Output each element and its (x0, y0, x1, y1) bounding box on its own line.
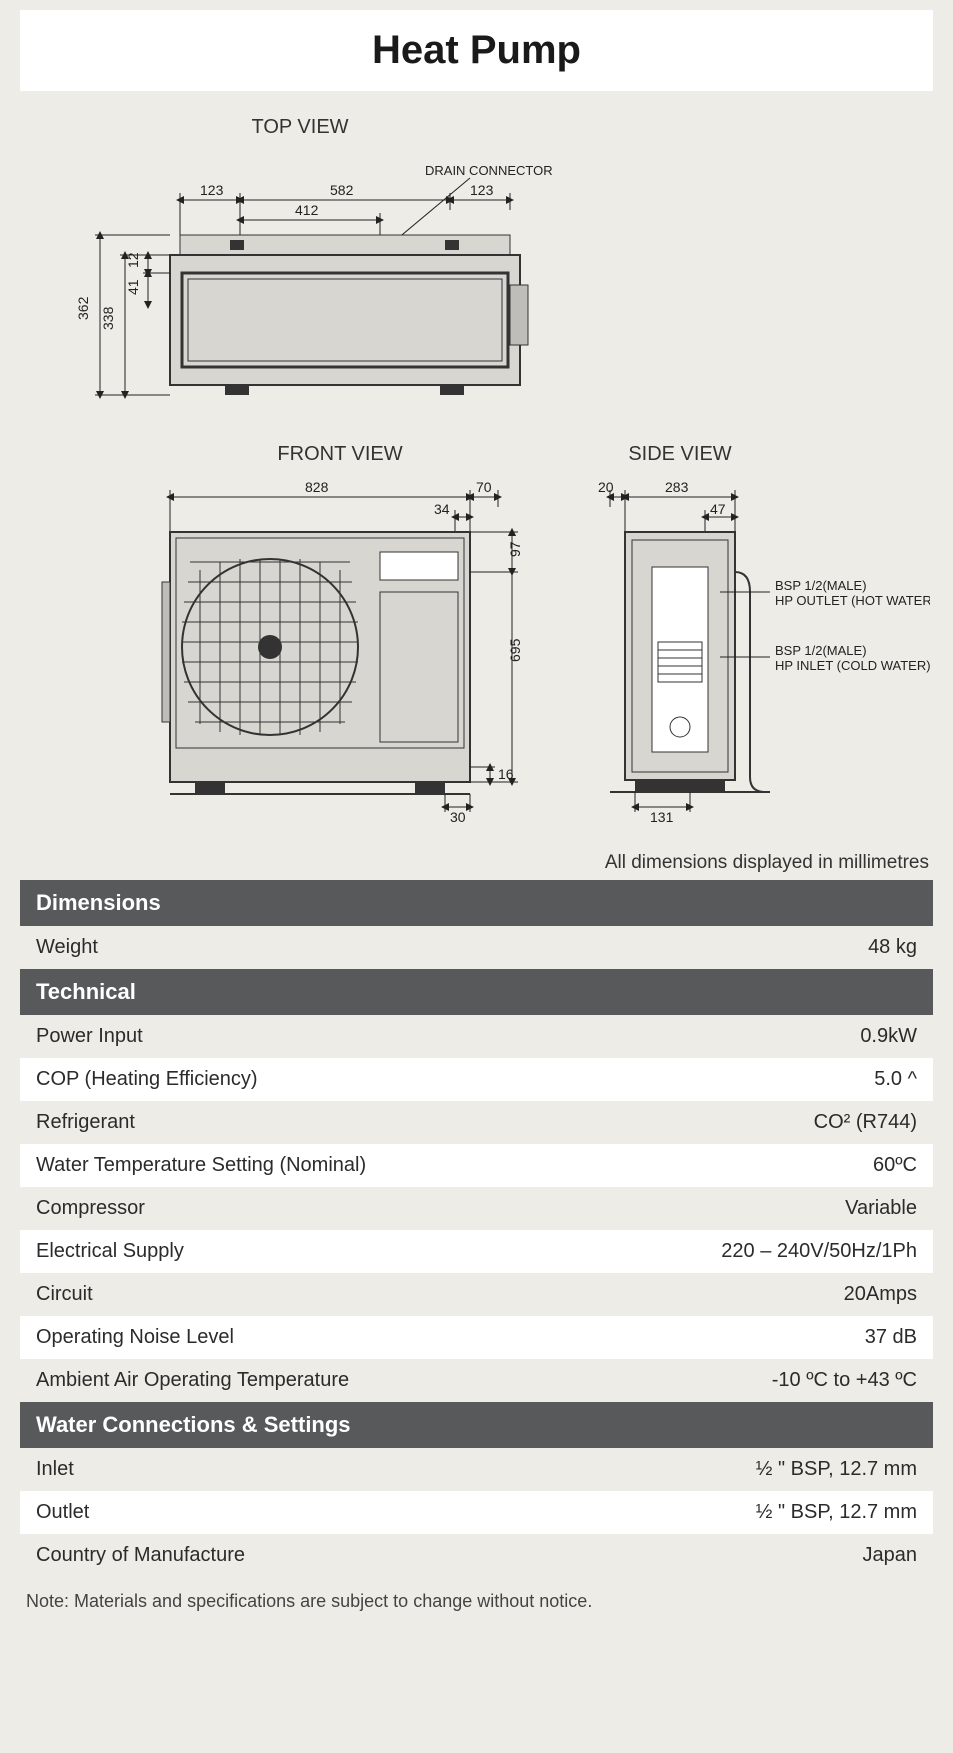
dim-front-h3: 16 (498, 766, 514, 782)
spec-row: Country of ManufactureJapan (20, 1534, 933, 1577)
spec-row: Weight48 kg (20, 926, 933, 969)
spec-value: 20Amps (581, 1273, 933, 1316)
dim-side-w3: 47 (710, 501, 726, 517)
spec-value: Japan (581, 1534, 933, 1577)
dim-side-w2: 283 (665, 479, 689, 495)
page: Heat Pump TOP VIEW (0, 0, 953, 1632)
side-view-diagram: 20 283 47 BSP 1/2(MALE) (590, 472, 930, 832)
spec-label: Water Temperature Setting (Nominal) (20, 1144, 581, 1187)
spec-row: Power Input0.9kW (20, 1015, 933, 1058)
dim-top-h2: 338 (100, 306, 116, 330)
spec-row: CompressorVariable (20, 1187, 933, 1230)
section-header-label: Water Connections & Settings (20, 1402, 933, 1448)
diagrams-area: TOP VIEW (20, 116, 933, 842)
side-view-block: SIDE VIEW 20 283 47 (590, 443, 930, 832)
spec-value: 220 – 240V/50Hz/1Ph (581, 1230, 933, 1273)
spec-row: Outlet½ " BSP, 12.7 mm (20, 1491, 933, 1534)
spec-label: COP (Heating Efficiency) (20, 1058, 581, 1101)
top-view-label: TOP VIEW (70, 116, 530, 139)
dim-top-w2: 582 (330, 182, 354, 198)
dim-front-w3: 34 (434, 501, 450, 517)
side-callout-out1: BSP 1/2(MALE) (775, 578, 867, 593)
spec-row: Electrical Supply220 – 240V/50Hz/1Ph (20, 1230, 933, 1273)
dim-top-w3: 123 (470, 182, 494, 198)
page-title: Heat Pump (38, 28, 915, 73)
spec-value: 37 dB (581, 1316, 933, 1359)
dim-front-h: 695 (507, 638, 523, 662)
spec-table: DimensionsWeight48 kgTechnicalPower Inpu… (20, 880, 933, 1577)
dimensions-note: All dimensions displayed in millimetres (20, 852, 929, 874)
spec-label: Power Input (20, 1015, 581, 1058)
spec-value: 5.0 ^ (581, 1058, 933, 1101)
dim-top-w1: 123 (200, 182, 224, 198)
dim-top-h1: 362 (75, 296, 91, 320)
spec-row: RefrigerantCO² (R744) (20, 1101, 933, 1144)
section-header: Water Connections & Settings (20, 1402, 933, 1448)
section-header-label: Technical (20, 969, 933, 1015)
dim-top-h3: 41 (125, 279, 141, 295)
front-view-diagram: 828 70 34 (50, 472, 560, 832)
spec-value: Variable (581, 1187, 933, 1230)
spec-label: Operating Noise Level (20, 1316, 581, 1359)
dim-top-w4: 412 (295, 202, 319, 218)
title-bar: Heat Pump (20, 10, 933, 91)
spec-row: Water Temperature Setting (Nominal)60ºC (20, 1144, 933, 1187)
side-view-label: SIDE VIEW (590, 443, 770, 466)
spec-row: Ambient Air Operating Temperature-10 ºC … (20, 1359, 933, 1402)
top-view-diagram: 123 582 123 412 DRAIN CONNECTOR (70, 145, 590, 425)
dim-front-w2: 70 (476, 479, 492, 495)
spec-label: Compressor (20, 1187, 581, 1230)
dim-top-h4: 12 (125, 252, 141, 268)
spec-row: Inlet½ " BSP, 12.7 mm (20, 1448, 933, 1491)
spec-label: Refrigerant (20, 1101, 581, 1144)
spec-label: Electrical Supply (20, 1230, 581, 1273)
dim-front-w4: 30 (450, 809, 466, 825)
spec-value: ½ " BSP, 12.7 mm (581, 1491, 933, 1534)
spec-value: -10 ºC to +43 ºC (581, 1359, 933, 1402)
spec-label: Ambient Air Operating Temperature (20, 1359, 581, 1402)
spec-label: Weight (20, 926, 581, 969)
change-notice: Note: Materials and specifications are s… (26, 1591, 933, 1612)
dim-side-w4: 131 (650, 809, 674, 825)
section-header: Technical (20, 969, 933, 1015)
dim-front-h2: 97 (507, 541, 523, 557)
spec-value: CO² (R744) (581, 1101, 933, 1144)
spec-label: Inlet (20, 1448, 581, 1491)
front-view-label: FRONT VIEW (130, 443, 550, 466)
section-header: Dimensions (20, 880, 933, 926)
spec-row: Operating Noise Level37 dB (20, 1316, 933, 1359)
side-callout-out2: HP OUTLET (HOT WATER) (775, 593, 930, 608)
spec-label: Outlet (20, 1491, 581, 1534)
side-callout-in1: BSP 1/2(MALE) (775, 643, 867, 658)
spec-value: 48 kg (581, 926, 933, 969)
spec-label: Country of Manufacture (20, 1534, 581, 1577)
spec-row: Circuit20Amps (20, 1273, 933, 1316)
spec-value: 0.9kW (581, 1015, 933, 1058)
side-callout-in2: HP INLET (COLD WATER) (775, 658, 930, 673)
top-view-block: TOP VIEW (70, 116, 903, 425)
dim-front-w: 828 (305, 479, 329, 495)
spec-value: ½ " BSP, 12.7 mm (581, 1448, 933, 1491)
section-header-label: Dimensions (20, 880, 933, 926)
front-view-block: FRONT VIEW 828 70 34 (50, 443, 560, 832)
spec-value: 60ºC (581, 1144, 933, 1187)
drain-connector-label: DRAIN CONNECTOR (425, 163, 553, 178)
spec-row: COP (Heating Efficiency)5.0 ^ (20, 1058, 933, 1101)
dim-side-w1: 20 (598, 479, 614, 495)
spec-label: Circuit (20, 1273, 581, 1316)
